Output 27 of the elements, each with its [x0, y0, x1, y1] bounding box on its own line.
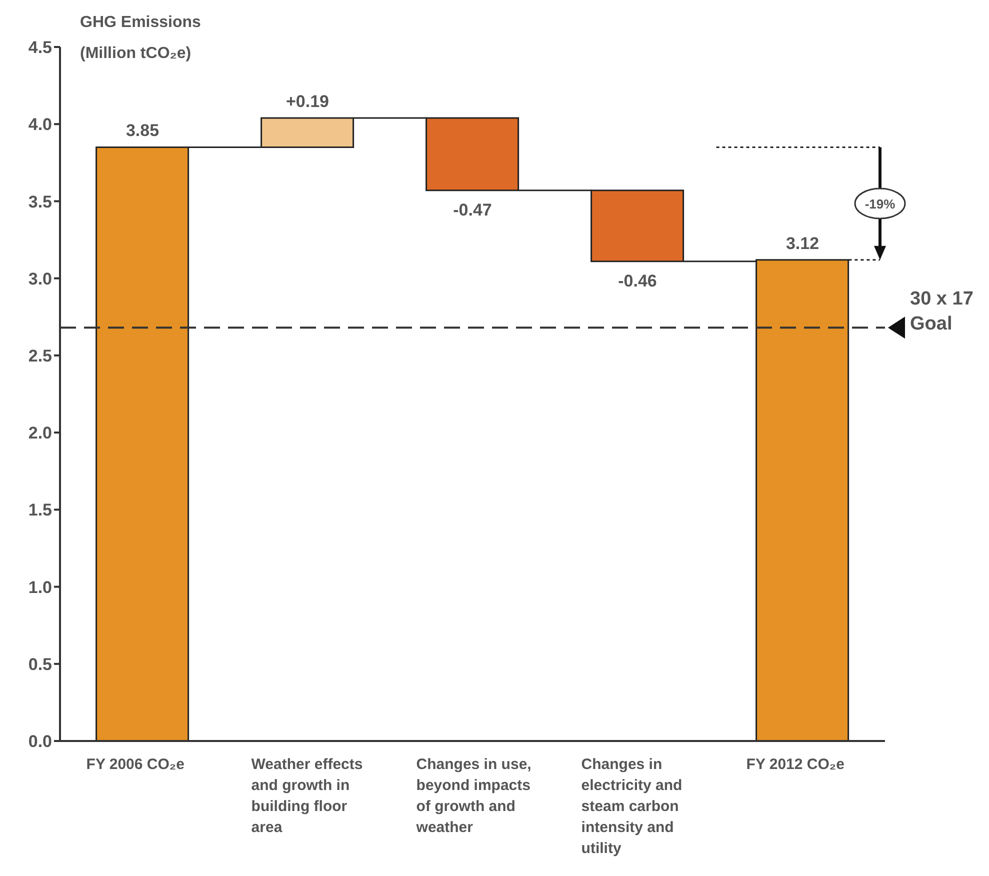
- y-tick-label: 0.5: [28, 654, 52, 674]
- x-tick-label: Changes in use, beyond impacts of growth and weather: [415, 756, 532, 836]
- y-tick-label: 4.0: [28, 115, 52, 134]
- y-tick-label: 2.5: [28, 346, 52, 366]
- data-label: -0.46: [618, 271, 657, 290]
- y-axis-title: GHG Emissions (Million tCO₂e): [80, 14, 202, 62]
- y-tick-label: 1.0: [28, 578, 52, 597]
- x-tick-label: Weather effects and growth in building floor area: [251, 756, 363, 836]
- data-label: 3.12: [786, 234, 820, 253]
- data-label: +0.19: [286, 92, 330, 111]
- y-tick-label: 2.0: [28, 424, 52, 443]
- x-tick-label: Changes in electricity and steam carbon intensity and utility: [581, 756, 682, 857]
- annotation: -19%: [864, 196, 896, 212]
- bar: [260, 117, 354, 148]
- y-tick-label: 3.0: [28, 269, 52, 288]
- bar: [96, 146, 190, 741]
- x-tick-label: FY 2006 CO₂e: [86, 756, 184, 773]
- x-tick-label: FY 2012 CO₂e: [746, 756, 844, 773]
- data-label: 3.85: [126, 121, 160, 140]
- y-tick-label: 4.5: [28, 38, 52, 58]
- y-tick-label: 0.0: [28, 732, 52, 752]
- bar: [590, 190, 684, 262]
- y-tick-label: 1.5: [28, 500, 52, 520]
- y-tick-label: 3.5: [28, 192, 52, 212]
- bar: [426, 117, 520, 192]
- ref-line-label: 30 x 17 Goal: [910, 288, 974, 335]
- data-label: -0.47: [453, 200, 492, 220]
